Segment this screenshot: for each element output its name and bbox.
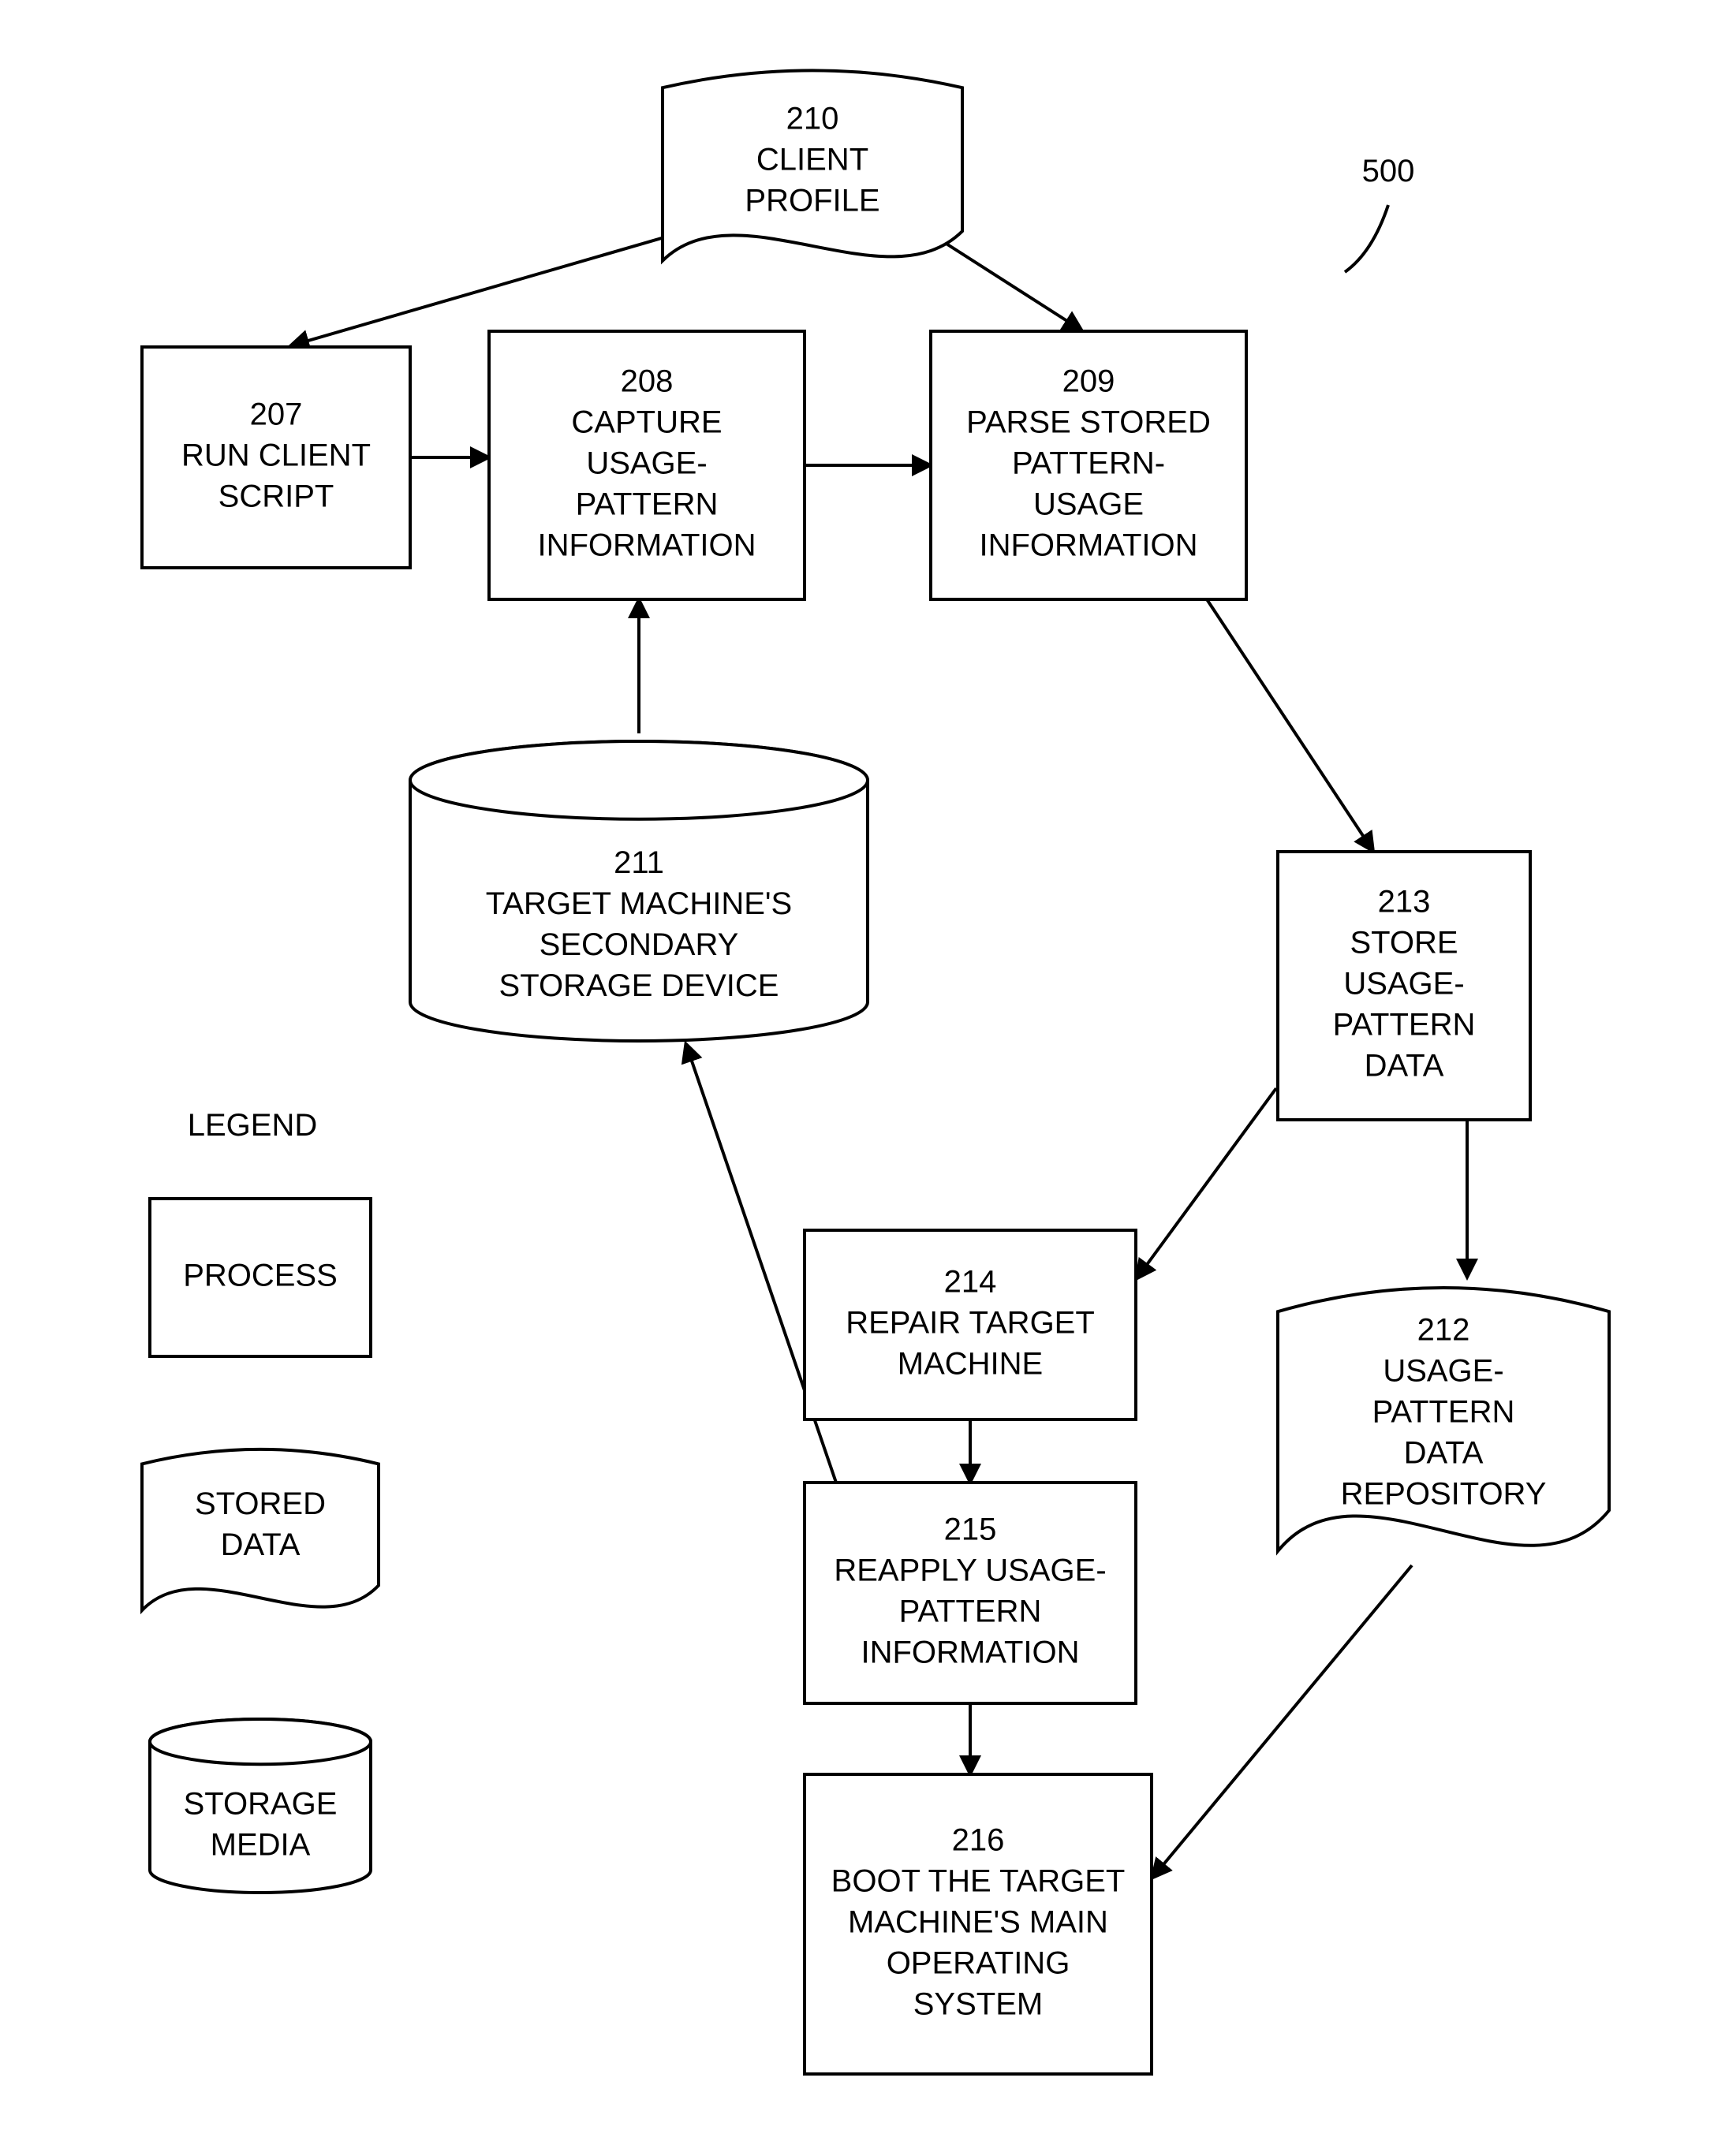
label-line: PROFILE — [745, 183, 879, 218]
label-line: STORAGE — [184, 1786, 338, 1821]
node-n210: 210 CLIENT PROFILE — [663, 70, 962, 260]
label-line: DATA — [1404, 1435, 1484, 1470]
node-n214: 214 REPAIR TARGET MACHINE — [805, 1230, 1136, 1419]
legend-item-1: STORED DATA — [142, 1449, 379, 1610]
label-line: 211 — [614, 845, 664, 880]
label-line: OPERATING — [887, 1946, 1070, 1981]
label-line: REPAIR TARGET — [846, 1306, 1095, 1341]
edge-0 — [292, 229, 694, 345]
label-line: PATTERN — [1372, 1394, 1515, 1429]
label-line: PARSE STORED — [966, 405, 1211, 440]
label-line: 212 — [1417, 1312, 1470, 1347]
label-line: DATA — [1365, 1049, 1444, 1084]
label-line: 209 — [1062, 364, 1115, 399]
node-n212: 212 USAGE- PATTERN DATA REPOSITORY — [1278, 1288, 1609, 1551]
label-line: 215 — [944, 1513, 997, 1547]
label-line: INFORMATION — [861, 1636, 1079, 1670]
edge-11 — [1153, 1565, 1412, 1877]
edge-5 — [1207, 599, 1372, 850]
label-line: SECONDARY — [540, 927, 739, 962]
label-line: USAGE — [1033, 487, 1144, 522]
label-line: PATTERN- — [1012, 446, 1165, 481]
label-line: 210 — [786, 101, 839, 136]
node-n216: 216 BOOT THE TARGET MACHINE'S MAIN OPERATIN… — [805, 1774, 1152, 2074]
label-line: SCRIPT — [218, 479, 334, 514]
label-line: PATTERN — [576, 487, 719, 522]
legend-item-0: PROCESS — [150, 1199, 371, 1356]
label-line: USAGE- — [586, 446, 707, 481]
label-line: 216 — [952, 1823, 1005, 1858]
node-n208: 208 CAPTURE USAGE- PATTERN INFORMATION — [489, 331, 805, 599]
label-line: REAPPLY USAGE- — [834, 1554, 1106, 1588]
node-n207: 207 RUN CLIENT SCRIPT — [142, 347, 410, 568]
label-line: INFORMATION — [979, 528, 1197, 563]
edge-6 — [1137, 1088, 1276, 1278]
label-line: REPOSITORY — [1341, 1476, 1547, 1511]
label-line: 214 — [944, 1265, 997, 1300]
label-line: SYSTEM — [913, 1987, 1043, 2022]
label-line: TARGET MACHINE'S — [486, 886, 792, 921]
label-line: DATA — [221, 1527, 301, 1562]
label-line: 207 — [250, 397, 303, 432]
label-line: CAPTURE — [571, 405, 722, 440]
label-line: 213 — [1378, 885, 1431, 919]
label-line: INFORMATION — [537, 528, 756, 563]
legend-title: LEGEND — [188, 1108, 318, 1143]
label-line: STORED — [195, 1486, 326, 1521]
label-line: MACHINE — [898, 1347, 1043, 1382]
label-line: MEDIA — [211, 1827, 311, 1862]
label-line: PROCESS — [183, 1259, 338, 1293]
label-line: PATTERN — [899, 1595, 1042, 1629]
label-line: PATTERN — [1333, 1008, 1476, 1043]
label-line: BOOT THE TARGET — [831, 1864, 1126, 1899]
label-line: MACHINE'S MAIN — [848, 1905, 1108, 1940]
label-line: CLIENT — [756, 142, 868, 177]
label-line: 208 — [621, 364, 674, 399]
figure-number: 500 — [1362, 154, 1415, 188]
node-n215: 215 REAPPLY USAGE- PATTERN INFORMATION — [805, 1483, 1136, 1703]
label-line: RUN CLIENT — [181, 438, 371, 473]
label-line: STORAGE DEVICE — [499, 968, 779, 1003]
label-line: USAGE- — [1343, 967, 1464, 1002]
node-n209: 209 PARSE STORED PATTERN- USAGE INFORMATION — [931, 331, 1246, 599]
label-line: STORE — [1350, 926, 1458, 961]
node-n211: 211 TARGET MACHINE'S SECONDARY STORAGE DEVI… — [410, 741, 868, 1041]
figure-number-pointer — [1345, 205, 1388, 272]
label-line: USAGE- — [1383, 1353, 1503, 1388]
legend-item-2: STORAGE MEDIA — [150, 1719, 371, 1893]
node-n213: 213 STORE USAGE- PATTERN DATA — [1278, 852, 1530, 1120]
